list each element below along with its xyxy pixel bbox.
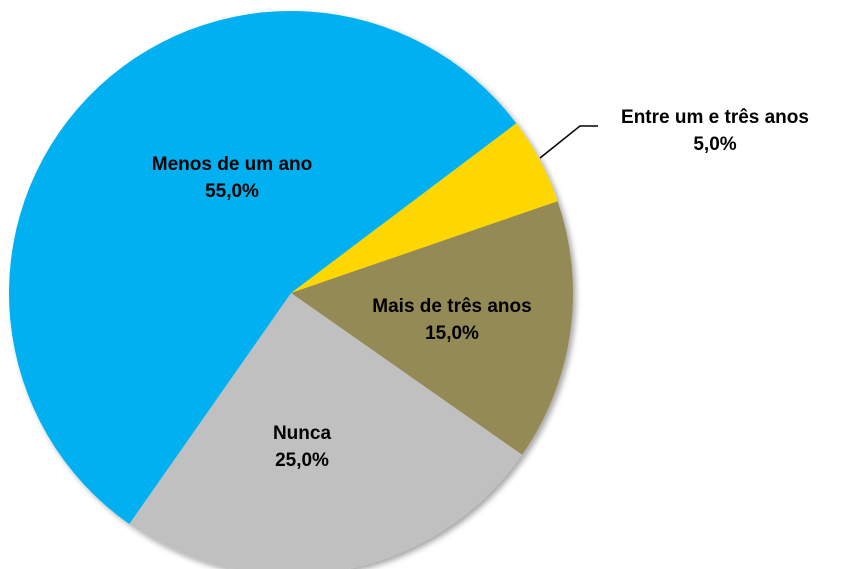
value-label: 55,0% [205, 181, 259, 202]
pie-slice [291, 201, 573, 455]
value-label: 15,0% [425, 323, 479, 344]
slice-label: Mais de três anos [372, 296, 531, 317]
pie [8, 10, 573, 569]
slice-label: Entre um e três anos [621, 107, 809, 128]
slice-label: Nunca [273, 423, 332, 444]
pie-slice [129, 293, 523, 569]
slice-label: Menos de um ano [152, 154, 312, 175]
pie-slice [8, 10, 517, 525]
pie-slice [291, 123, 558, 293]
value-label: 25,0% [275, 450, 329, 471]
value-label: 5,0% [693, 134, 736, 155]
leader-line [539, 125, 598, 159]
